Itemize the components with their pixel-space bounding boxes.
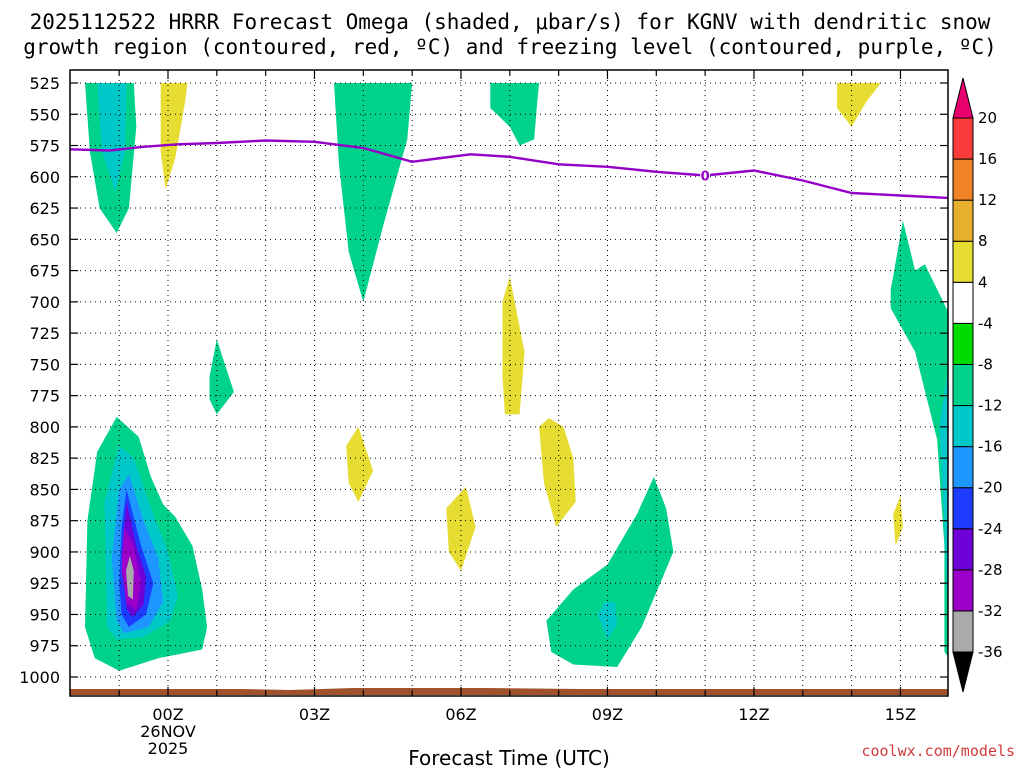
- y-tick-label: 900: [29, 543, 60, 562]
- colorbar-tick-label: -20: [978, 479, 1003, 497]
- colorbar-swatch: [952, 487, 974, 530]
- x-tick-date: 26NOV: [140, 722, 196, 741]
- y-tick-label: 775: [29, 387, 60, 406]
- y-tick-label: 850: [29, 480, 60, 499]
- y-tick-label: 675: [29, 262, 60, 281]
- x-tick-year: 2025: [148, 739, 189, 758]
- colorbar-tick-label: 8: [978, 232, 988, 250]
- colorbar-tick-label: -28: [978, 561, 1003, 579]
- credit-text: coolwx.com/models: [861, 742, 1015, 760]
- colorbar-tick-label: 4: [978, 273, 988, 291]
- omega-region: [539, 418, 576, 527]
- colorbar-tick-label: -24: [978, 520, 1003, 538]
- y-tick-label: 625: [29, 199, 60, 218]
- x-tick-label: 12Z: [738, 705, 769, 724]
- colorbar-swatch: [952, 240, 974, 283]
- y-tick-label: 950: [29, 605, 60, 624]
- colorbar-tick-label: -32: [978, 602, 1003, 620]
- omega-region: [837, 83, 881, 127]
- y-tick-label: 825: [29, 449, 60, 468]
- omega-shading: [70, 83, 948, 695]
- colorbar-tick-label: -36: [978, 643, 1003, 661]
- colorbar-swatch: [952, 405, 974, 448]
- x-tick-label: 00Z: [152, 705, 183, 724]
- omega-region: [349, 83, 376, 225]
- colorbar-swatch: [952, 610, 974, 653]
- y-tick-label: 575: [29, 137, 60, 156]
- y-tick-label: 600: [29, 168, 60, 187]
- colorbar-tick-label: 12: [978, 191, 997, 209]
- colorbar-swatch: [952, 528, 974, 571]
- plot-area: 0 525 550 575 600 625 650 675 700 725 750 775 800 825…: [19, 69, 949, 758]
- freezing-level-label: 0: [701, 170, 710, 185]
- omega-region: [890, 220, 948, 657]
- x-tick-label: 15Z: [885, 705, 916, 724]
- omega-region: [502, 276, 525, 415]
- colorbar-swatch: [952, 322, 974, 365]
- freezing-label-bg: [700, 168, 711, 183]
- x-axis-label: Forecast Time (UTC): [408, 746, 610, 768]
- omega-region: [546, 476, 674, 667]
- colorbar-swatch: [952, 446, 974, 489]
- chart-title-line2: growth region (contoured, red, ºC) and f…: [23, 35, 997, 59]
- colorbar-swatch: [952, 281, 974, 324]
- x-tick-label: 03Z: [299, 705, 330, 724]
- colorbar-swatch: [952, 199, 974, 242]
- colorbar-swatch: [952, 569, 974, 612]
- colorbar-tick-label: 20: [978, 109, 997, 127]
- colorbar-tick-label: 16: [978, 150, 997, 168]
- omega-region: [939, 376, 948, 605]
- y-tick-label: 875: [29, 512, 60, 531]
- y-tick-label: 925: [29, 574, 60, 593]
- terrain-strip: [70, 688, 948, 695]
- y-tick-label: 725: [29, 324, 60, 343]
- y-tick-label: 700: [29, 293, 60, 312]
- y-tick-label: 800: [29, 418, 60, 437]
- plot-frame: [69, 69, 949, 697]
- x-tick-label: 09Z: [592, 705, 623, 724]
- y-tick-label: 1000: [19, 668, 60, 687]
- colorbar: 20 16 12 8 4 -4 -8 -12 -16 -20 -24 -28 -32 -36: [952, 77, 1003, 693]
- colorbar-tick-label: -4: [978, 314, 993, 332]
- omega-region: [490, 83, 540, 146]
- omega-region: [893, 495, 903, 546]
- colorbar-tick-label: -8: [978, 355, 993, 373]
- x-tick-label: 06Z: [445, 705, 476, 724]
- omega-region: [346, 426, 374, 502]
- y-tick-label: 750: [29, 355, 60, 374]
- colorbar-arrow-top: [952, 77, 974, 119]
- y-tick-label: 525: [29, 74, 60, 93]
- y-tick-label: 550: [29, 105, 60, 124]
- colorbar-tick-label: -12: [978, 397, 1003, 415]
- omega-region: [160, 83, 188, 190]
- chart-title-line1: 2025112522 HRRR Forecast Omega (shaded, …: [30, 10, 991, 34]
- omega-region: [126, 555, 134, 600]
- colorbar-arrow-bottom: [952, 651, 974, 693]
- omega-region: [209, 339, 234, 415]
- colorbar-swatch: [952, 363, 974, 407]
- omega-region: [446, 486, 476, 571]
- y-tick-label: 650: [29, 230, 60, 249]
- colorbar-swatch: [952, 117, 974, 160]
- colorbar-tick-label: -16: [978, 438, 1003, 456]
- colorbar-swatch: [952, 158, 974, 201]
- y-tick-label: 975: [29, 637, 60, 656]
- freezing-level-contour: [70, 139, 948, 200]
